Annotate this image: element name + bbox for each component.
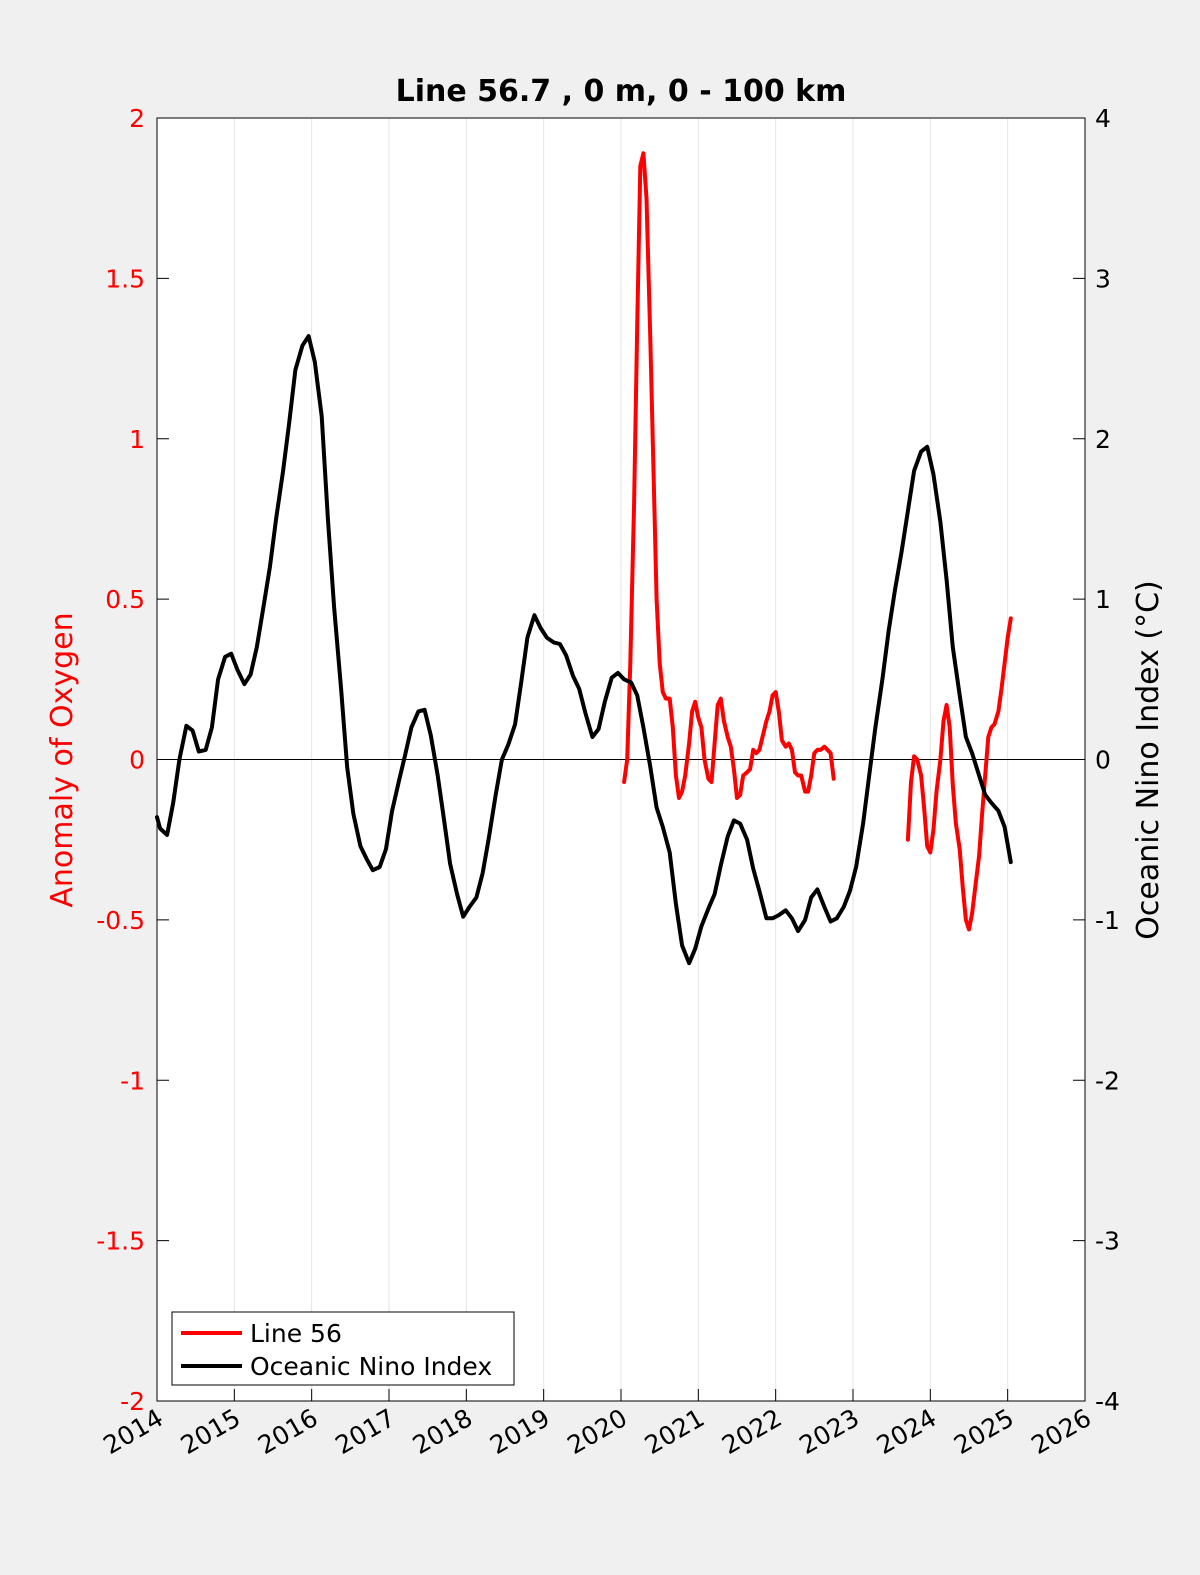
y2-tick-label: -4	[1095, 1387, 1120, 1416]
y-tick-label: -2	[120, 1387, 145, 1416]
y2-tick-label: -1	[1095, 906, 1120, 935]
y2-tick-label: 0	[1095, 746, 1111, 775]
y-tick-label: -1.5	[96, 1227, 145, 1256]
y2-tick-label: 1	[1095, 585, 1111, 614]
y2-tick-label: 2	[1095, 425, 1111, 454]
y2-axis-label: Oceanic Nino Index (°C)	[1131, 580, 1166, 940]
x-tick-label: 2017	[330, 1403, 400, 1460]
y2-tick-label: 3	[1095, 264, 1111, 293]
y-tick-label: 1.5	[105, 264, 145, 293]
x-tick-label: 2021	[640, 1403, 710, 1460]
y-tick-label: 0.5	[105, 585, 145, 614]
x-tick-label: 2019	[485, 1403, 555, 1460]
x-tick-label: 2026	[1026, 1403, 1096, 1460]
legend-box	[171, 1311, 515, 1386]
y-tick-label: 1	[129, 425, 145, 454]
y2-tick-label: -3	[1095, 1227, 1120, 1256]
y-tick-label: 0	[129, 746, 145, 775]
x-tick-label: 2024	[872, 1403, 942, 1460]
legend: Line 56 Oceanic Nino Index	[171, 1311, 515, 1386]
legend-line56-label: Line 56	[250, 1319, 342, 1348]
y-tick-label: 2	[129, 104, 145, 133]
right-axis: -4 -3 -2 -1 0 1 2 3 4	[1073, 104, 1120, 1416]
y-axis-label: Anomaly of Oxygen	[45, 612, 80, 907]
line56-series-segment-0	[622, 151, 836, 800]
x-tick-label: 2015	[176, 1403, 246, 1460]
x-tick-label: 2023	[794, 1403, 864, 1460]
y-tick-label: -0.5	[96, 906, 145, 935]
oni-series-line-0	[155, 334, 1013, 966]
x-tick-label: 2025	[949, 1403, 1019, 1460]
x-tick-label: 2020	[562, 1403, 632, 1460]
series-layer	[155, 151, 1013, 966]
y-tick-label: -1	[120, 1066, 145, 1095]
chart-title: Line 56.7 , 0 m, 0 - 100 km	[396, 74, 847, 109]
y2-tick-label: 4	[1095, 104, 1111, 133]
x-tick-label: 2022	[717, 1403, 787, 1460]
x-tick-label: 2018	[408, 1403, 478, 1460]
line56-series-segment-1	[905, 616, 1013, 932]
left-axis: -2 -1.5 -1 -0.5 0 0.5 1 1.5 2	[96, 104, 169, 1416]
y2-tick-label: -2	[1095, 1066, 1120, 1095]
legend-oni-label: Oceanic Nino Index	[250, 1352, 492, 1381]
x-tick-label: 2016	[253, 1403, 323, 1460]
